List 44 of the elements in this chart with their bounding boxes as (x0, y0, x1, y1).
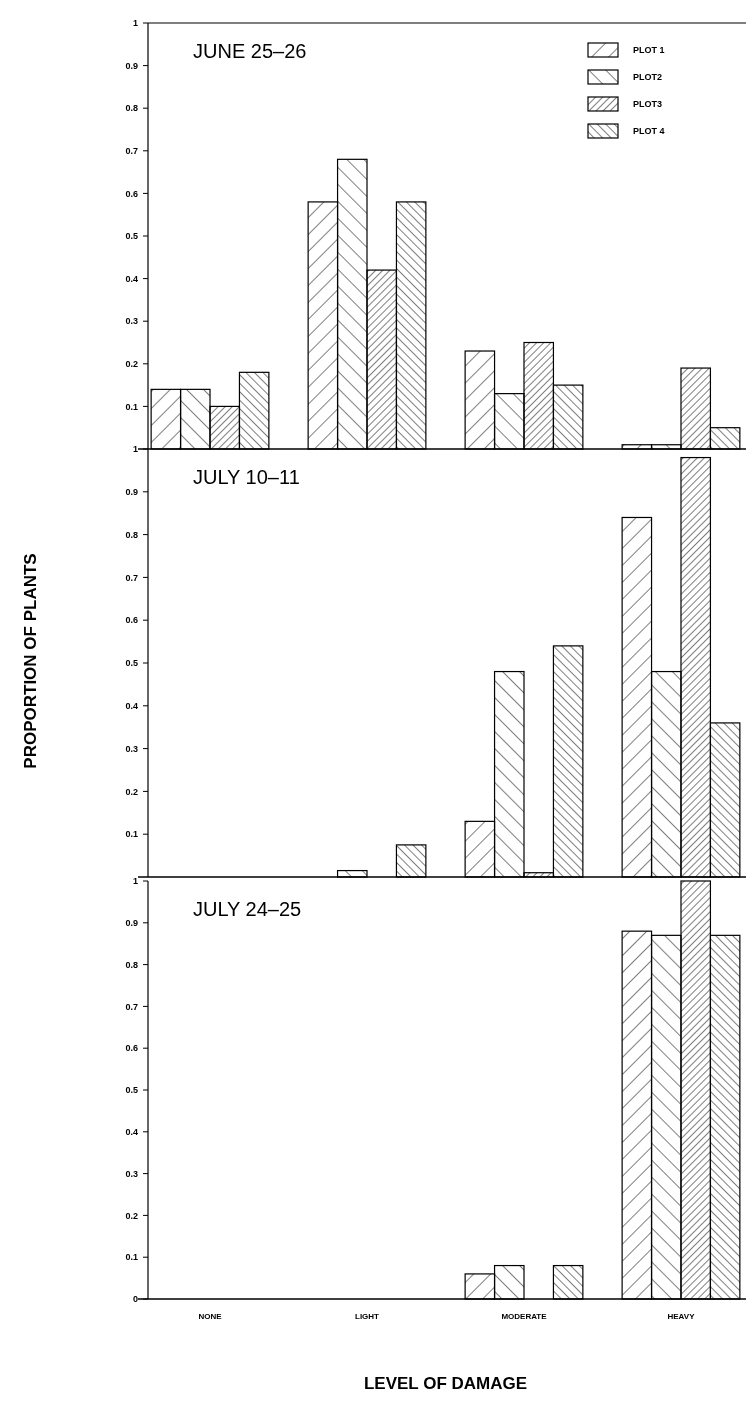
y-tick-label: 0.1 (125, 401, 138, 412)
y-tick-label: 0.3 (125, 1168, 138, 1179)
y-tick-label: 0.5 (125, 1085, 138, 1096)
y-tick-label: 0.5 (125, 658, 138, 669)
y-tick-label: 0.4 (125, 1126, 138, 1137)
y-tick-label: 0.1 (125, 829, 138, 840)
y-tick-label: 0.4 (125, 700, 138, 711)
y-tick-label: 0.4 (125, 273, 138, 284)
y-tick-label: 1 (132, 18, 138, 29)
x-tick-label: LIGHT (355, 1312, 380, 1321)
x-tick-label: HEAVY (667, 1312, 696, 1321)
y-tick-label: 0.9 (125, 486, 138, 497)
y-tick-label: 0.7 (125, 572, 138, 583)
y-tick-label: 0.5 (125, 231, 138, 242)
legend-label: PLOT2 (633, 72, 663, 83)
y-tick-label: 0.6 (125, 1043, 138, 1054)
text: JULY 24–25 (193, 898, 302, 920)
y-tick-label: 1 (132, 876, 138, 887)
y-tick-label: 0.8 (125, 529, 138, 540)
y-tick-label: 0.2 (125, 786, 138, 797)
y-tick-label: 1 (132, 444, 138, 455)
y-tick-label: 0.2 (125, 1210, 138, 1221)
x-axis-title: LEVEL OF DAMAGE (363, 1374, 528, 1393)
legend-label: PLOT 4 (633, 126, 665, 137)
y-tick-label: 0.9 (125, 917, 138, 928)
y-axis-title: PROPORTION OF PLANTS (21, 553, 40, 769)
y-tick-label: 0.9 (125, 60, 138, 71)
y-tick-label: 0 (132, 1294, 138, 1305)
y-tick-label: 0.3 (125, 743, 138, 754)
y-tick-label: 0.6 (125, 615, 138, 626)
text: JULY 10–11 (193, 466, 300, 488)
y-tick-label: 0.2 (125, 358, 138, 369)
y-tick-label: 0.3 (125, 316, 138, 327)
x-tick-label: NONE (198, 1312, 223, 1321)
y-tick-label: 0.7 (125, 1001, 138, 1012)
y-tick-label: 0.6 (125, 188, 138, 199)
y-tick-label: 0.8 (125, 103, 138, 114)
y-tick-label: 0.1 (125, 1252, 138, 1263)
y-tick-label: 0.8 (125, 959, 138, 970)
legend-label: PLOT3 (633, 99, 663, 110)
text: JUNE 25–26 (193, 40, 307, 62)
x-tick-label: MODERATE (501, 1312, 548, 1321)
legend-label: PLOT 1 (633, 45, 665, 56)
y-tick-label: 0.7 (125, 145, 138, 156)
